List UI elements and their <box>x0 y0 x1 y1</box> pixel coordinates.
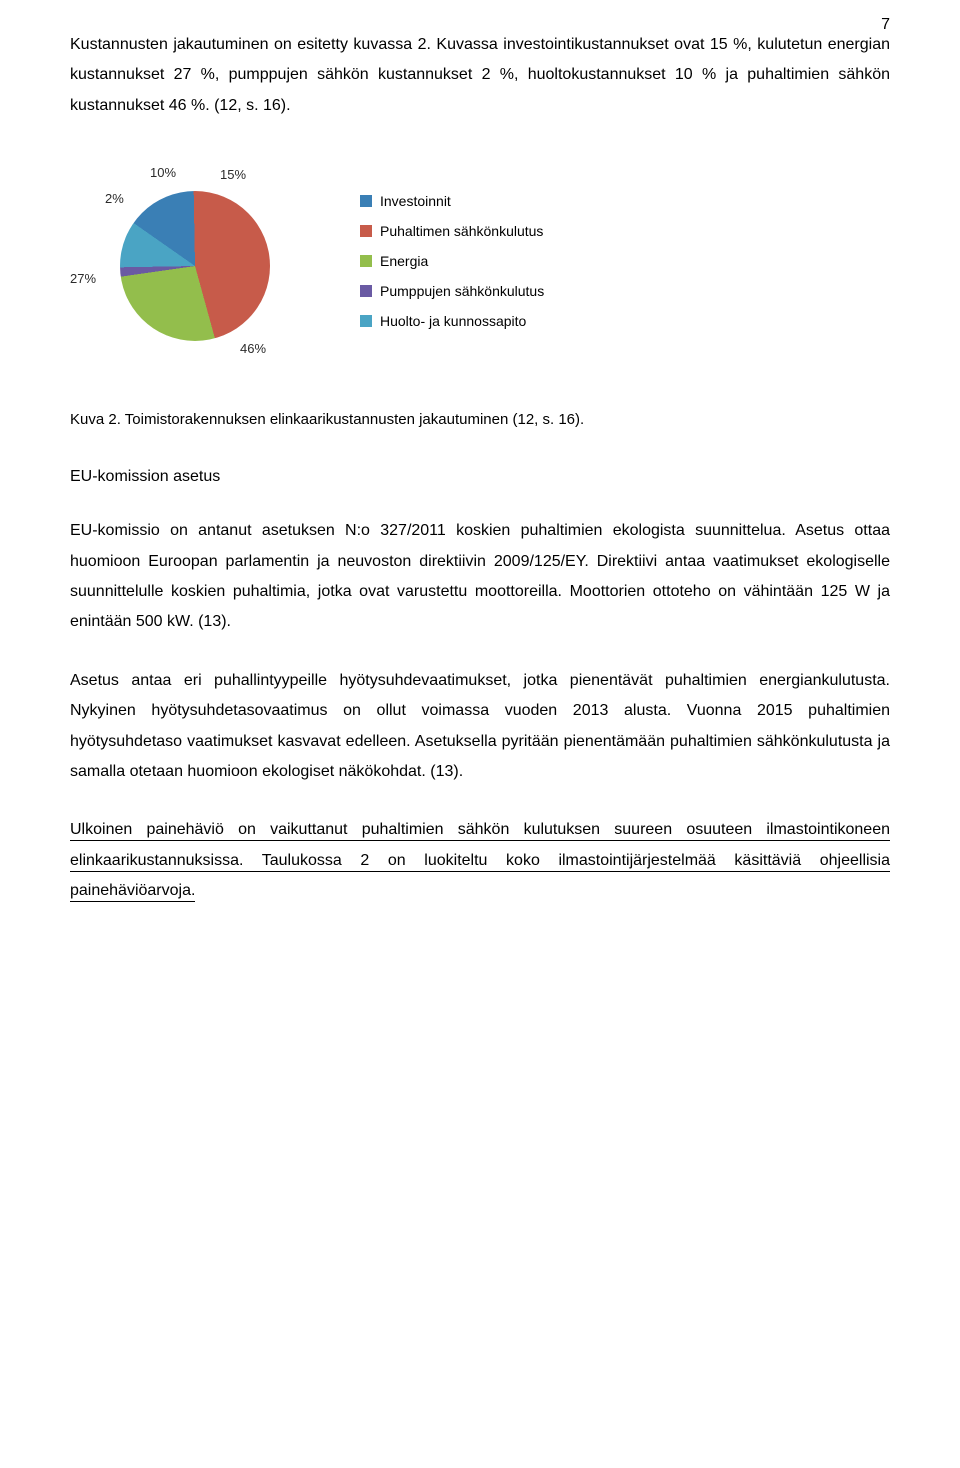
pie-slice-label: 27% <box>70 271 96 286</box>
legend-swatch <box>360 255 372 267</box>
pie-slice-label: 15% <box>220 167 246 182</box>
legend-item: Pumppujen sähkönkulutus <box>360 283 544 299</box>
section-heading: EU-komission asetus <box>70 468 890 486</box>
chart-legend: Investoinnit Puhaltimen sähkönkulutus Ener… <box>360 193 544 329</box>
legend-swatch <box>360 195 372 207</box>
legend-item: Puhaltimen sähkönkulutus <box>360 223 544 239</box>
legend-label: Puhaltimen sähkönkulutus <box>380 223 543 239</box>
legend-item: Investoinnit <box>360 193 544 209</box>
pie-chart: 15% 46% 27% 2% 10% <box>70 161 320 361</box>
legend-label: Energia <box>380 253 428 269</box>
figure-2: 15% 46% 27% 2% 10% Investoinnit Puhaltimen sä… <box>70 161 890 361</box>
pie-slice-label: 46% <box>240 341 266 356</box>
legend-item: Huolto- ja kunnossapito <box>360 313 544 329</box>
paragraph-4: Ulkoinen painehäviö on vaikuttanut puhal… <box>70 821 890 902</box>
legend-swatch <box>360 285 372 297</box>
pie-slice-label: 10% <box>150 165 176 180</box>
legend-swatch <box>360 315 372 327</box>
pie-slice-label: 2% <box>105 191 124 206</box>
paragraph-4-wrap: Ulkoinen painehäviö on vaikuttanut puhal… <box>70 815 890 906</box>
legend-label: Investoinnit <box>380 193 451 209</box>
legend-swatch <box>360 225 372 237</box>
legend-label: Pumppujen sähkönkulutus <box>380 283 544 299</box>
legend-label: Huolto- ja kunnossapito <box>380 313 526 329</box>
figure-caption: Kuva 2. Toimistorakennuksen elinkaarikus… <box>70 411 890 428</box>
pie-graphic <box>120 191 270 341</box>
paragraph-3: Asetus antaa eri puhallintyypeille hyöty… <box>70 666 890 788</box>
page-number: 7 <box>881 16 890 34</box>
paragraph-2: EU-komissio on antanut asetuksen N:o 327… <box>70 516 890 638</box>
legend-item: Energia <box>360 253 544 269</box>
paragraph-intro: Kustannusten jakautuminen on esitetty ku… <box>70 30 890 121</box>
page: 7 Kustannusten jakautuminen on esitetty … <box>0 0 960 1468</box>
